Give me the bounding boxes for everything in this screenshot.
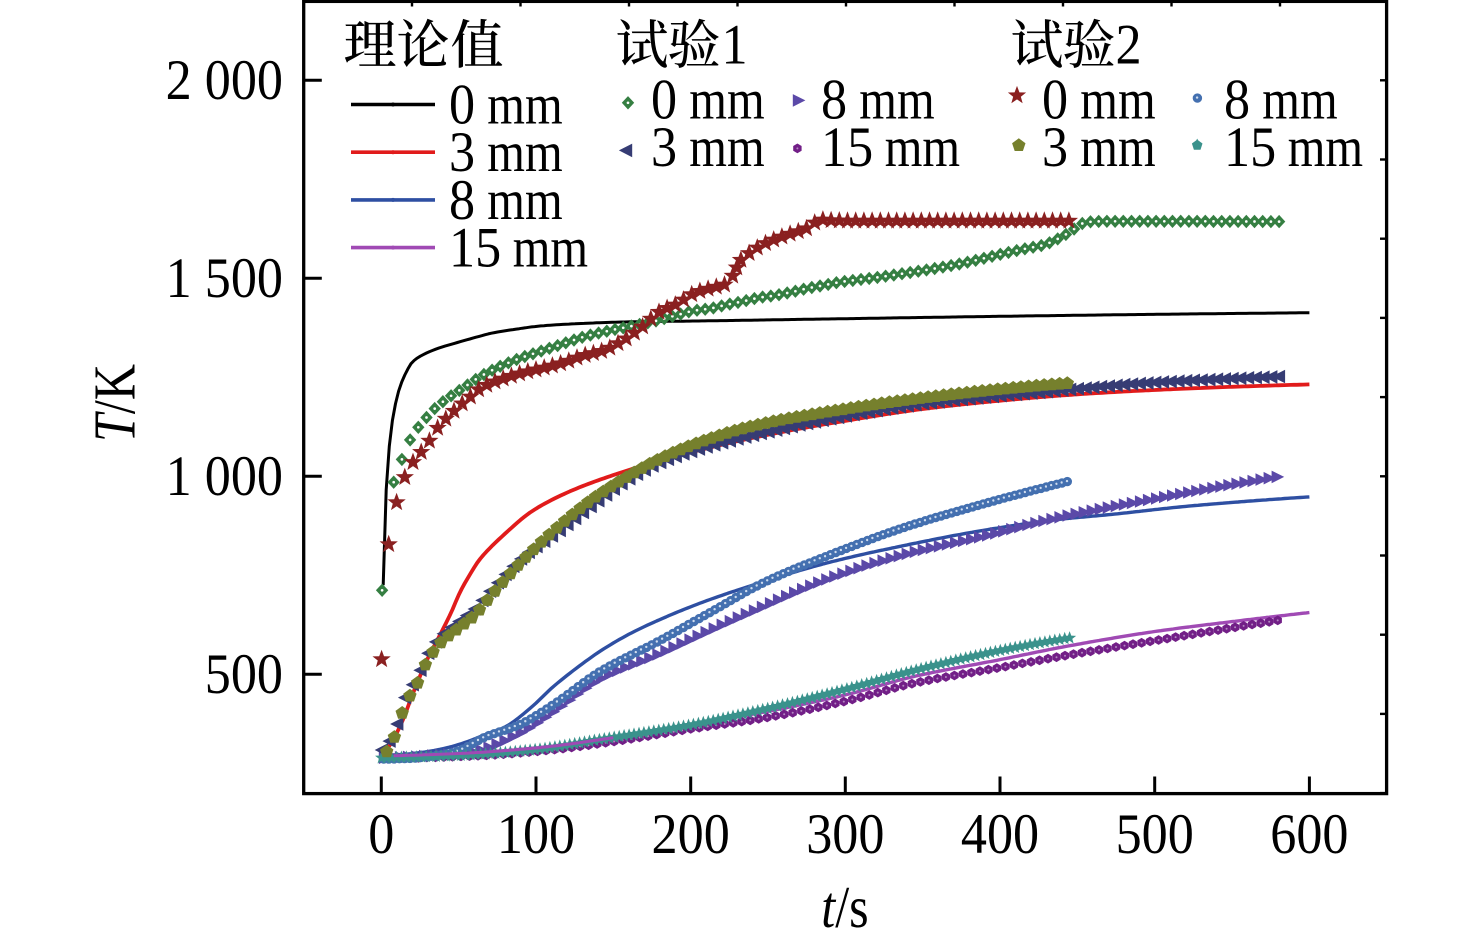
svg-text:3: 3 xyxy=(1042,115,1068,179)
svg-text:500: 500 xyxy=(1116,802,1194,866)
svg-text:mm: mm xyxy=(885,117,960,179)
svg-text:600: 600 xyxy=(1270,802,1348,866)
svg-text:400: 400 xyxy=(961,802,1039,866)
svg-text:mm: mm xyxy=(859,69,934,131)
svg-text:8: 8 xyxy=(1224,67,1250,131)
svg-text:mm: mm xyxy=(513,217,588,279)
svg-text:mm: mm xyxy=(1080,117,1155,179)
svg-text:15: 15 xyxy=(1224,115,1276,179)
svg-text:3: 3 xyxy=(449,120,475,184)
svg-text:3: 3 xyxy=(651,115,677,179)
svg-text:mm: mm xyxy=(487,122,562,184)
svg-text:100: 100 xyxy=(497,802,575,866)
svg-text:1: 1 xyxy=(722,12,748,76)
svg-text:2 000: 2 000 xyxy=(166,48,283,112)
svg-text:200: 200 xyxy=(652,802,730,866)
svg-text:15: 15 xyxy=(821,115,873,179)
svg-text:15: 15 xyxy=(449,215,501,279)
svg-text:mm: mm xyxy=(1080,69,1155,131)
svg-text:t/s: t/s xyxy=(821,874,868,940)
svg-text:300: 300 xyxy=(806,802,884,866)
svg-text:mm: mm xyxy=(689,69,764,131)
svg-text:2: 2 xyxy=(1116,12,1142,76)
svg-text:mm: mm xyxy=(487,74,562,136)
svg-text:mm: mm xyxy=(1262,69,1337,131)
svg-text:0: 0 xyxy=(1042,67,1068,131)
svg-text:1 500: 1 500 xyxy=(166,246,283,310)
svg-text:T/K: T/K xyxy=(82,364,148,442)
svg-text:mm: mm xyxy=(1288,117,1363,179)
svg-text:8: 8 xyxy=(821,67,847,131)
svg-text:0: 0 xyxy=(449,72,475,136)
svg-text:1 000: 1 000 xyxy=(166,444,283,508)
svg-text:0: 0 xyxy=(651,67,677,131)
svg-text:500: 500 xyxy=(205,642,283,706)
svg-text:8: 8 xyxy=(449,168,475,232)
svg-text:mm: mm xyxy=(487,169,562,231)
svg-text:mm: mm xyxy=(689,117,764,179)
svg-text:0: 0 xyxy=(368,802,394,866)
